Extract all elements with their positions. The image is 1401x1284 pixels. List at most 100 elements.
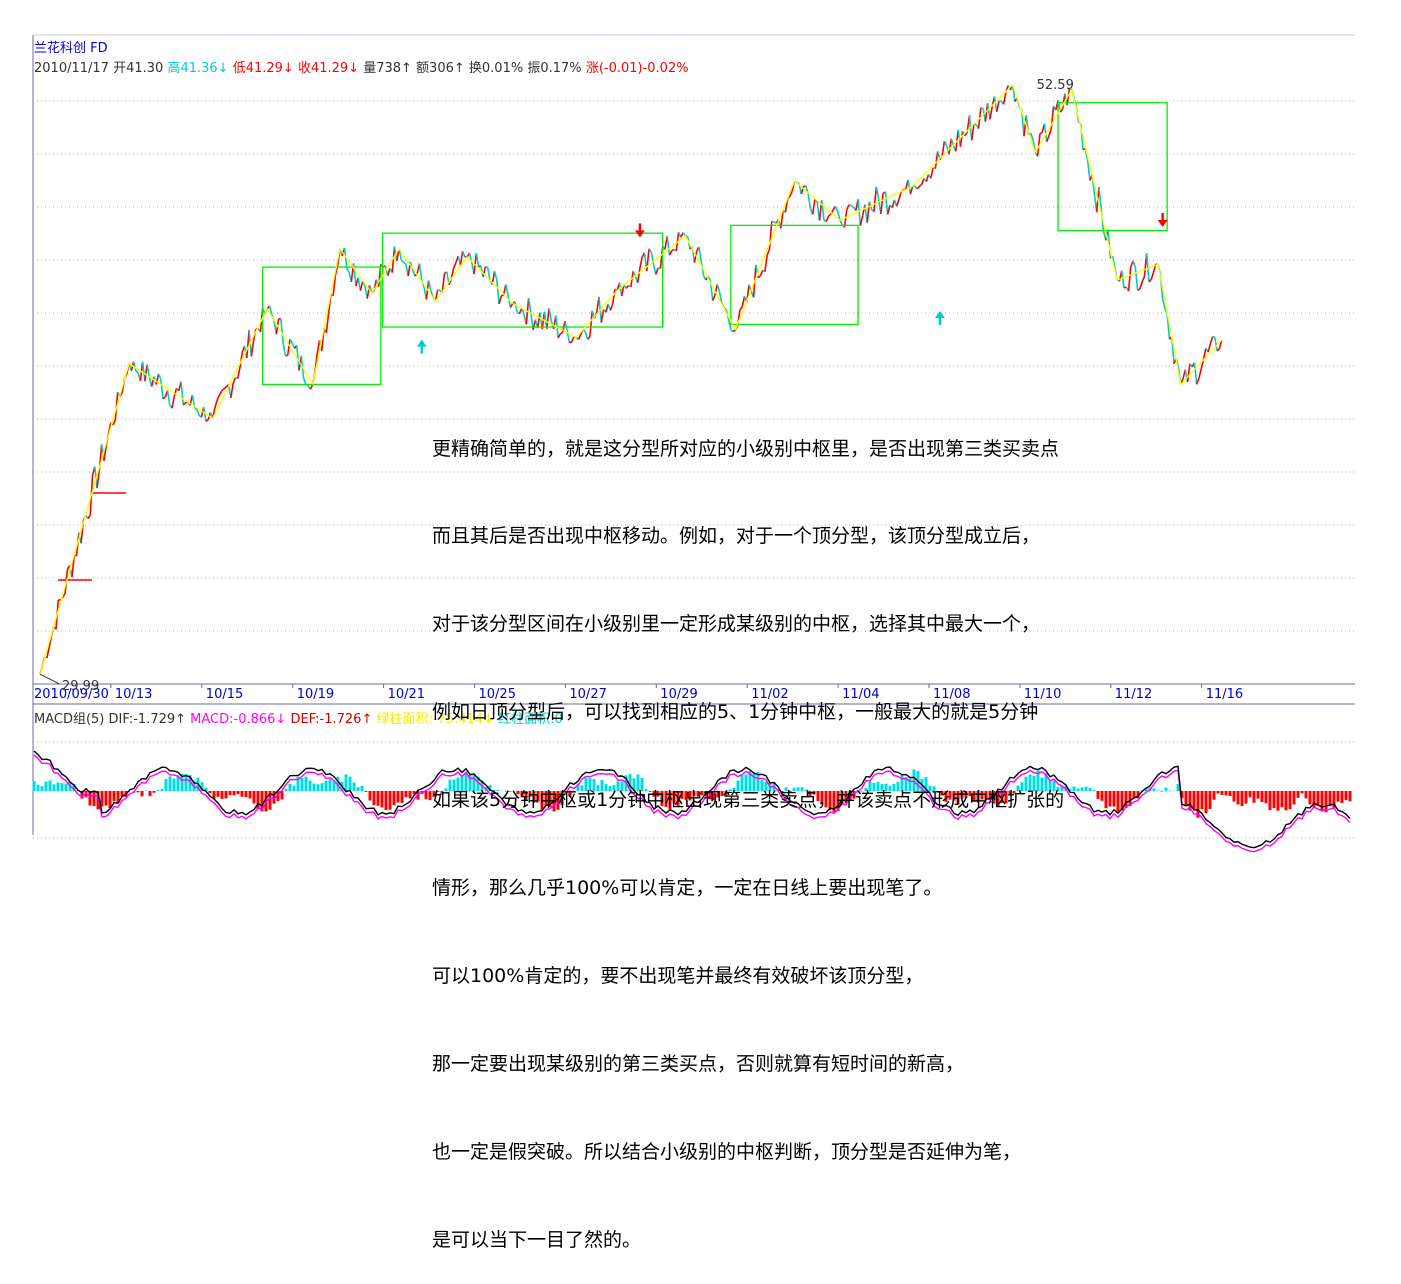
price-segment (1140, 282, 1142, 289)
stroke-segment (913, 85, 1013, 186)
stroke-segment (372, 249, 399, 293)
price-segment (1135, 268, 1137, 291)
price-segment (572, 337, 574, 342)
price-segment (569, 342, 571, 343)
note-line: 那一定要出现某级别的第三类买点，否则就算有短时间的新高， (432, 1050, 1064, 1079)
price-segment (181, 382, 183, 405)
price-segment (233, 378, 235, 384)
price-segment (283, 343, 285, 356)
price-segment (585, 332, 587, 339)
price-segment (215, 400, 217, 408)
price-segment (822, 200, 824, 220)
stroke-segment (313, 249, 340, 385)
note-line: 对于该分型区间在小级别里一定形成某级别的中枢，选择其中最大一个， (432, 610, 1064, 639)
price-segment (997, 101, 999, 112)
price-segment (290, 339, 292, 343)
price-segment (640, 257, 642, 268)
price-segment (851, 206, 853, 207)
sell-arrow-icon (1158, 220, 1168, 227)
stroke-segment (1072, 90, 1117, 280)
price-segment (1208, 344, 1210, 352)
stroke-segment (340, 249, 372, 293)
price-segment (647, 249, 649, 271)
note-line: 是可以当下一目了然的。 (432, 1226, 1064, 1255)
date-tick-label: 10/19 (297, 687, 334, 702)
price-segment (506, 285, 508, 296)
stroke-segment (735, 181, 794, 330)
price-segment (733, 330, 735, 332)
price-segment (731, 330, 733, 332)
price-segment (981, 108, 983, 109)
note-line: 而且其后是否出现中枢移动。例如，对于一个顶分型，该顶分型成立后， (432, 522, 1064, 551)
note-line: 例如日顶分型后，可以找到相应的5、1分钟中枢，一般最大的就是5分钟 (432, 698, 1064, 727)
note-line: 也一定是假突破。所以结合小级别的中枢判断，顶分型是否延伸为笔， (432, 1138, 1064, 1167)
price-segment (388, 268, 390, 275)
price-segment (874, 187, 876, 212)
note-line: 更精确简单的，就是这分型所对应的小级别中枢里，是否出现第三类买卖点 (432, 435, 1064, 464)
price-segment (588, 337, 590, 340)
price-segment (610, 304, 612, 310)
price-segment (888, 205, 890, 214)
stroke-segment (435, 257, 467, 301)
price-low-label: 29.99 (62, 679, 99, 694)
price-segment (626, 285, 628, 288)
price-segment (497, 280, 499, 304)
price-segment (476, 253, 478, 267)
price-segment (742, 296, 744, 307)
price-segment (931, 168, 933, 178)
annotation-text-block: 更精确简单的，就是这分型所对应的小级别中枢里，是否出现第三类买卖点 而且其后是否… (432, 376, 1064, 1284)
price-segment (813, 199, 815, 214)
price-segment (404, 263, 406, 264)
price-segment (1142, 277, 1144, 282)
stroke-segment (467, 257, 512, 304)
stroke-segment (1035, 90, 1071, 153)
price-segment (847, 205, 849, 210)
zhongshu-box-layer (263, 103, 1167, 385)
price-segment (1197, 378, 1199, 384)
price-segment (960, 131, 962, 146)
price-segment (926, 174, 928, 181)
zhongshu-box (731, 225, 858, 324)
price-segment (463, 251, 465, 257)
date-tick-label: 11/12 (1115, 687, 1152, 702)
price-segment (238, 367, 240, 378)
price-segment (529, 298, 531, 313)
price-segment (168, 391, 170, 406)
price-high-label: 52.59 (1037, 78, 1074, 93)
price-segment (222, 389, 224, 391)
price-segment (1199, 369, 1201, 378)
buy-arrow-icon (935, 311, 945, 318)
price-segment (1194, 363, 1196, 384)
price-segment (860, 216, 862, 226)
price-segment (829, 214, 831, 216)
zhongshu-box (1058, 103, 1167, 231)
price-segment (881, 194, 883, 214)
price-segment (713, 295, 715, 300)
stroke-segment (576, 291, 617, 338)
price-segment (919, 184, 921, 186)
price-segment (401, 260, 403, 262)
stroke-segment (129, 364, 213, 419)
price-segment (560, 333, 562, 334)
price-segment (510, 304, 512, 308)
stroke-segment (794, 181, 839, 220)
price-segment (1151, 272, 1153, 279)
price-segment (654, 265, 656, 275)
price-segment (217, 395, 219, 400)
buy-arrow-icon (417, 340, 427, 347)
stroke-segment (1013, 85, 1036, 153)
price-segment (885, 192, 887, 215)
price-segment (740, 307, 742, 310)
price-segment (495, 271, 497, 279)
date-tick-label: 10/13 (115, 687, 152, 702)
price-segment (136, 371, 138, 373)
stroke-segment (685, 236, 735, 330)
price-segment (499, 296, 501, 304)
price-segment (917, 186, 919, 189)
low-pointer-line (40, 674, 60, 684)
price-segment (1213, 337, 1215, 338)
price-segment (172, 396, 174, 408)
price-segment (310, 384, 312, 389)
price-segment (601, 309, 603, 322)
price-segment (360, 281, 362, 291)
